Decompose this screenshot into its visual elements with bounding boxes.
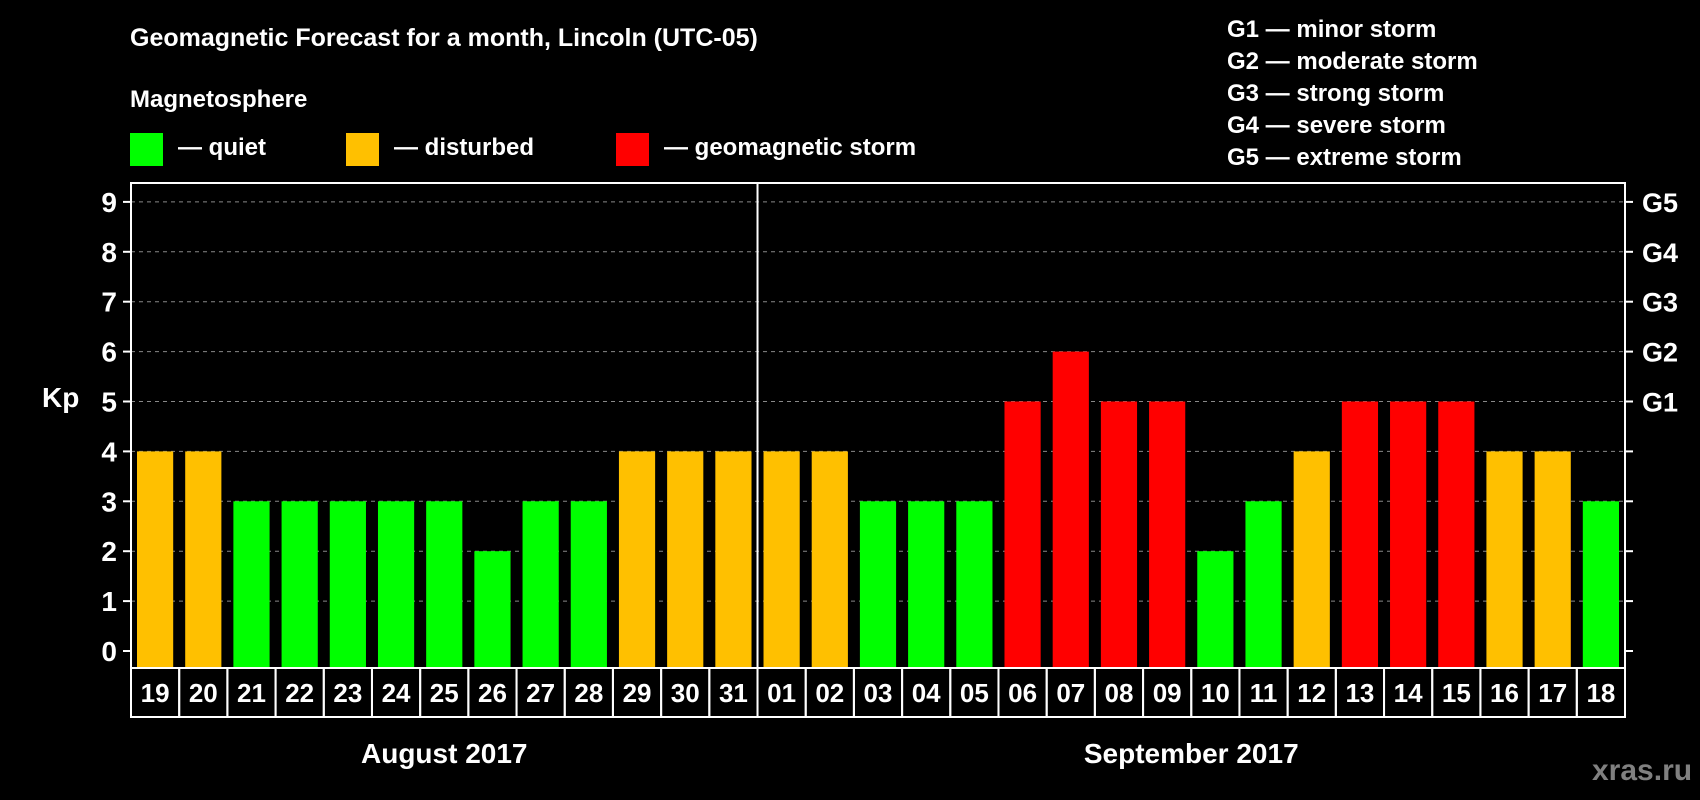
chart-title: Geomagnetic Forecast for a month, Lincol… bbox=[130, 24, 758, 52]
y-tick-label: 2 bbox=[101, 536, 117, 567]
bar-27 bbox=[522, 501, 559, 668]
date-label: 25 bbox=[430, 678, 459, 708]
date-label: 12 bbox=[1297, 678, 1326, 708]
bar-11 bbox=[1245, 501, 1282, 668]
bar-21 bbox=[233, 501, 270, 668]
bar-18 bbox=[1582, 501, 1619, 668]
date-label: 02 bbox=[815, 678, 844, 708]
date-label: 28 bbox=[574, 678, 603, 708]
storm-scale-g4: G4 — severe storm bbox=[1227, 112, 1446, 139]
date-label: 30 bbox=[671, 678, 700, 708]
date-label: 21 bbox=[237, 678, 266, 708]
bar-24 bbox=[377, 501, 415, 668]
storm-level-label: G3 bbox=[1642, 288, 1678, 318]
y-axis-label: Kp bbox=[42, 382, 80, 413]
date-label: 09 bbox=[1153, 678, 1182, 708]
y-tick-label: 1 bbox=[101, 586, 117, 617]
bar-23 bbox=[329, 501, 366, 668]
bar-04 bbox=[908, 501, 945, 668]
bar-17 bbox=[1534, 451, 1571, 668]
bar-31 bbox=[715, 451, 752, 668]
storm-level-label: G5 bbox=[1642, 188, 1678, 218]
date-label: 10 bbox=[1201, 678, 1230, 708]
storm-scale-g2: G2 — moderate storm bbox=[1227, 48, 1478, 75]
y-tick-label: 6 bbox=[101, 337, 117, 368]
date-label: 31 bbox=[719, 678, 748, 708]
legend-swatch-disturbed bbox=[346, 133, 379, 166]
storm-scale-g3: G3 — strong storm bbox=[1227, 80, 1445, 107]
storm-level-label: G4 bbox=[1642, 238, 1678, 268]
date-label: 23 bbox=[333, 678, 362, 708]
storm-level-label: G2 bbox=[1642, 338, 1678, 368]
bar-15 bbox=[1438, 401, 1475, 668]
bar-29 bbox=[618, 451, 656, 668]
bar-09 bbox=[1149, 401, 1186, 668]
date-label: 08 bbox=[1105, 678, 1134, 708]
date-label: 15 bbox=[1442, 678, 1471, 708]
date-label: 24 bbox=[382, 678, 411, 708]
storm-scale-legend: G1 — minor storm G2 — moderate storm G3 … bbox=[1227, 14, 1478, 174]
bar-14 bbox=[1390, 401, 1427, 668]
storm-level-label: G1 bbox=[1642, 388, 1678, 418]
legend-label-storm: — geomagnetic storm bbox=[664, 134, 917, 161]
storm-scale-g1: G1 — minor storm bbox=[1227, 16, 1437, 43]
watermark: xras.ru bbox=[1592, 754, 1693, 787]
date-label: 14 bbox=[1394, 678, 1423, 708]
bar-25 bbox=[426, 501, 463, 668]
y-tick-label: 9 bbox=[101, 187, 117, 218]
legend-swatch-quiet bbox=[130, 133, 163, 166]
date-label: 07 bbox=[1056, 678, 1085, 708]
y-tick-label: 4 bbox=[101, 436, 117, 467]
date-label: 26 bbox=[478, 678, 507, 708]
bar-19 bbox=[137, 451, 174, 668]
bar-08 bbox=[1100, 401, 1138, 668]
bar-10 bbox=[1197, 551, 1234, 668]
date-label: 18 bbox=[1586, 678, 1615, 708]
bar-13 bbox=[1341, 401, 1379, 668]
date-label: 04 bbox=[912, 678, 941, 708]
legend-title: Magnetosphere bbox=[130, 86, 308, 113]
bar-30 bbox=[667, 451, 704, 668]
legend-swatch-storm bbox=[616, 133, 649, 166]
y-tick-label: 3 bbox=[101, 486, 117, 517]
date-label: 17 bbox=[1538, 678, 1567, 708]
y-tick-label: 5 bbox=[101, 387, 117, 418]
date-label: 13 bbox=[1345, 678, 1374, 708]
bar-06 bbox=[1004, 401, 1041, 668]
bar-01 bbox=[763, 451, 800, 668]
bar-28 bbox=[570, 501, 607, 668]
date-label: 29 bbox=[623, 678, 652, 708]
y-tick-label: 7 bbox=[101, 287, 117, 318]
date-label: 03 bbox=[864, 678, 893, 708]
date-label: 06 bbox=[1008, 678, 1037, 708]
legend-label-quiet: — quiet bbox=[178, 134, 266, 161]
date-label: 01 bbox=[767, 678, 796, 708]
date-label: 22 bbox=[285, 678, 314, 708]
date-label: 05 bbox=[960, 678, 989, 708]
date-label: 20 bbox=[189, 678, 218, 708]
date-label: 16 bbox=[1490, 678, 1519, 708]
bar-16 bbox=[1486, 451, 1523, 668]
bar-12 bbox=[1293, 451, 1330, 668]
bar-03 bbox=[859, 501, 897, 668]
month-label: September 2017 bbox=[1084, 738, 1299, 769]
bar-26 bbox=[474, 551, 511, 668]
bar-05 bbox=[956, 501, 993, 668]
date-label: 11 bbox=[1250, 678, 1278, 708]
bar-02 bbox=[811, 451, 848, 668]
date-label: 27 bbox=[526, 678, 555, 708]
date-label: 19 bbox=[141, 678, 170, 708]
legend-label-disturbed: — disturbed bbox=[394, 134, 535, 161]
bar-20 bbox=[185, 451, 222, 668]
y-tick-label: 0 bbox=[101, 636, 117, 667]
y-tick-label: 8 bbox=[101, 237, 117, 268]
bar-22 bbox=[281, 501, 318, 668]
plot-frame bbox=[130, 182, 1626, 669]
storm-scale-g5: G5 — extreme storm bbox=[1227, 144, 1462, 171]
month-label: August 2017 bbox=[361, 738, 528, 769]
bar-07 bbox=[1052, 351, 1089, 668]
